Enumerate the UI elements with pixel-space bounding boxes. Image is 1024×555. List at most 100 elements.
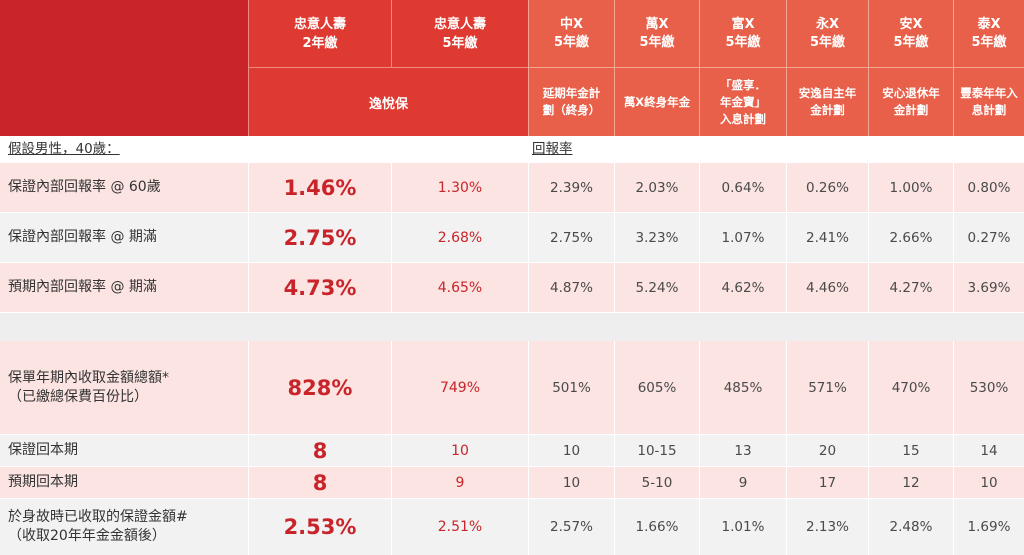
header-main-2yr-term: 2年繳 [302,35,338,51]
header-main-5yr-name: 忠意人壽 [433,16,486,32]
competitor-value: 2.75% [528,213,614,263]
header-competitor-5: 安X 5年繳 [868,0,953,68]
competitor-value: 4.46% [786,263,868,313]
main-value: 828% [248,341,391,435]
competitor-value: 2.41% [786,213,868,263]
competitor-value: 3.23% [614,213,699,263]
header-corner [0,0,248,136]
competitor-value: 0.26% [786,163,868,213]
competitor-value: 17 [786,467,868,499]
row-label: 保證回本期 [0,435,248,467]
competitor-name: 富X [731,16,755,32]
competitor-value: 4.62% [699,263,786,313]
plan-line: 年金寶」 [720,94,766,109]
header-competitor-6: 泰X 5年繳 [953,0,1024,68]
header-competitor-6-plan: 豐泰年年入 息計劃 [953,68,1024,136]
header-competitor-1: 中X 5年繳 [528,0,614,68]
header-main-plan: 逸悅保 [248,68,528,136]
competitor-value: 1.66% [614,499,699,555]
competitor-name: 泰X [977,16,1001,32]
plan-line: 延期年金計 [542,86,601,100]
main-value: 2.75% [248,213,391,263]
competitor-value: 9 [699,467,786,499]
header-competitor-2: 萬X 5年繳 [614,0,699,68]
main-value: 2.53% [248,499,391,555]
competitor-value: 5.24% [614,263,699,313]
header-competitor-3-plan: 「盛享． 年金寶」 入息計劃 [699,68,786,136]
competitor-value: 14 [953,435,1024,467]
competitor-value: 10 [528,435,614,467]
competitor-value: 3.69% [953,263,1024,313]
main-value: 1.46% [248,163,391,213]
competitor-value: 530% [953,341,1024,435]
main-value: 8 [248,435,391,467]
plan-line: 安逸自主年 [798,86,857,100]
competitor-value: 15 [868,435,953,467]
plan-line: 金計劃 [893,103,929,117]
competitor-value: 4.27% [868,263,953,313]
section-label-text: 回報率 [532,141,573,157]
competitor-term: 5年繳 [553,34,590,50]
competitor-value: 1.69% [953,499,1024,555]
header-competitor-5-plan: 安心退休年 金計劃 [868,68,953,136]
assumption-label: 假設男性，40歲： [0,136,528,163]
second-value: 10 [391,435,528,467]
competitor-name: 中X [559,16,584,32]
competitor-value: 1.00% [868,163,953,213]
plan-line: 入息計劃 [720,111,766,126]
header-main-2yr-name: 忠意人壽 [293,16,346,32]
competitor-term: 5年繳 [893,34,929,50]
row-label-line: （收取20年年金金額後） [8,528,166,544]
plan-line: 萬X終身年金 [623,94,691,109]
second-value: 4.65% [391,263,528,313]
spacer-row [0,313,1024,341]
competitor-value: 0.27% [953,213,1024,263]
second-value: 749% [391,341,528,435]
competitor-value: 2.03% [614,163,699,213]
header-competitor-4: 永X 5年繳 [786,0,868,68]
competitor-term: 5年繳 [725,34,761,50]
competitor-value: 10 [953,467,1024,499]
competitor-value: 5-10 [614,467,699,499]
row-label-line: 保單年期內收取金額總額* [8,369,169,386]
competitor-name: 萬X [645,16,669,32]
header-competitor-1-plan: 延期年金計 劃（終身） [528,68,614,136]
main-value: 8 [248,467,391,499]
competitor-name: 安X [899,16,923,32]
header-main-5yr-term: 5年繳 [442,35,478,51]
second-value: 2.51% [391,499,528,555]
competitor-value: 485% [699,341,786,435]
competitor-term: 5年繳 [809,34,846,50]
competitor-value: 1.07% [699,213,786,263]
second-value: 2.68% [391,213,528,263]
plan-line: 劃（終身） [542,103,601,117]
competitor-value: 10 [528,467,614,499]
second-value: 1.30% [391,163,528,213]
competitor-value: 0.80% [953,163,1024,213]
plan-line: 安心退休年 [882,86,940,100]
assumption-text: 假設男性，40歲： [8,141,120,157]
row-label: 於身故時已收取的保證金額# （收取20年年金金額後） [0,499,248,555]
header-competitor-3: 富X 5年繳 [699,0,786,68]
competitor-value: 2.48% [868,499,953,555]
competitor-value: 4.87% [528,263,614,313]
competitor-value: 12 [868,467,953,499]
header-competitor-4-plan: 安逸自主年 金計劃 [786,68,868,136]
competitor-value: 1.01% [699,499,786,555]
row-label-line: 於身故時已收取的保證金額# [8,509,188,525]
competitor-value: 571% [786,341,868,435]
competitor-name: 永X [815,16,840,32]
plan-line: 豐泰年年入 [960,86,1018,100]
second-value: 9 [391,467,528,499]
competitor-value: 501% [528,341,614,435]
competitor-value: 0.64% [699,163,786,213]
row-label: 保證內部回報率 @ 60歲 [0,163,248,213]
plan-line: 金計劃 [810,103,845,117]
section-label: 回報率 [528,136,1024,163]
row-label: 保單年期內收取金額總額* （已繳總保費百份比） [0,341,248,435]
competitor-value: 2.13% [786,499,868,555]
competitor-term: 5年繳 [971,34,1007,50]
row-label: 預期內部回報率 @ 期滿 [0,263,248,313]
competitor-value: 470% [868,341,953,435]
plan-line: 「盛享． [720,77,766,92]
